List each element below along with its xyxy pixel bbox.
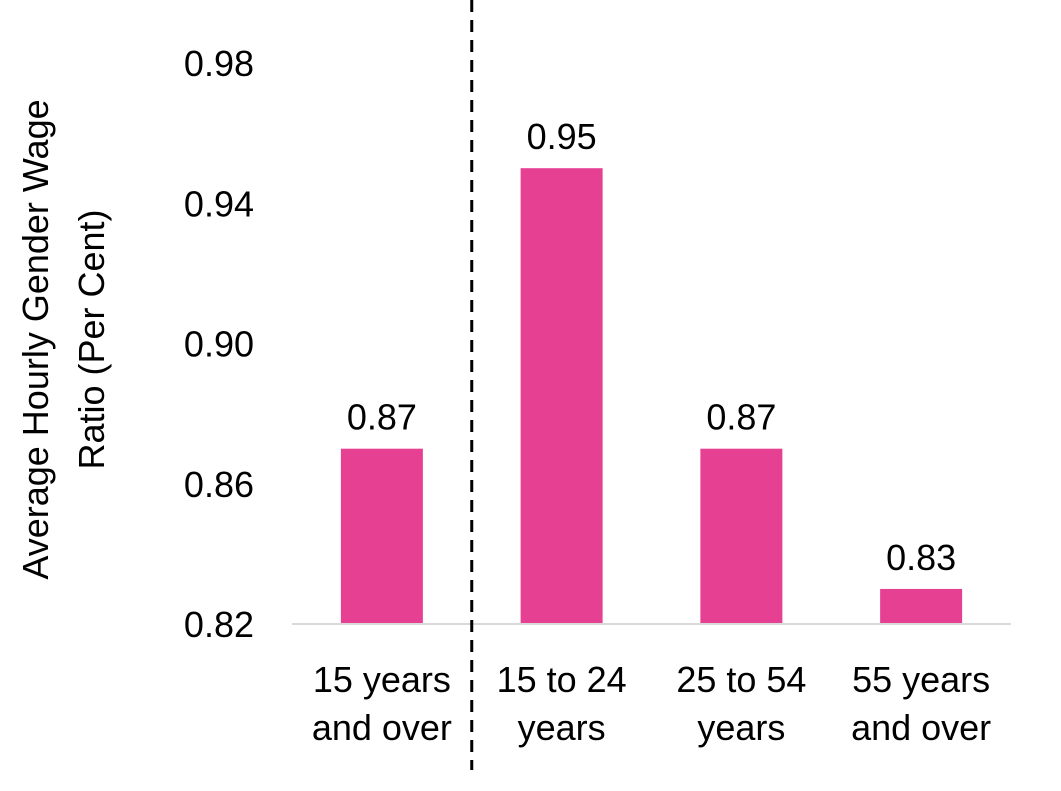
- y-tick-label: 0.98: [184, 43, 254, 84]
- y-axis-title-line: Average Hourly Gender Wage: [15, 99, 56, 579]
- bar: [880, 588, 963, 624]
- y-axis-title: Average Hourly Gender Wage Ratio (Per Cen…: [15, 99, 112, 579]
- category-label: 15 years: [313, 659, 451, 700]
- bar: [520, 168, 603, 624]
- bar: [700, 448, 783, 624]
- category-label: 15 to 24: [497, 659, 627, 700]
- bar-data-label: 0.87: [347, 397, 417, 438]
- y-tick-label: 0.90: [184, 324, 254, 365]
- category-label: and over: [851, 707, 991, 748]
- y-axis-title-line: Ratio (Per Cent): [71, 209, 112, 469]
- category-label: years: [518, 707, 606, 748]
- category-labels: 15 years and over 15 to 24 years 25 to 54 yea…: [312, 659, 991, 748]
- y-axis-ticks: 0.82 0.86 0.90 0.94 0.98: [184, 43, 254, 645]
- y-tick-label: 0.94: [184, 183, 254, 224]
- data-labels: 0.87 0.95 0.87 0.83: [347, 116, 956, 578]
- y-tick-label: 0.86: [184, 464, 254, 505]
- category-label: and over: [312, 707, 452, 748]
- category-label: 55 years: [852, 659, 990, 700]
- bars: [340, 168, 963, 624]
- bar-data-label: 0.83: [886, 537, 956, 578]
- category-label: 25 to 54: [676, 659, 806, 700]
- bar-data-label: 0.87: [706, 397, 776, 438]
- bar-data-label: 0.95: [527, 116, 597, 157]
- category-label: years: [697, 707, 785, 748]
- y-tick-label: 0.82: [184, 604, 254, 645]
- bar: [340, 448, 423, 624]
